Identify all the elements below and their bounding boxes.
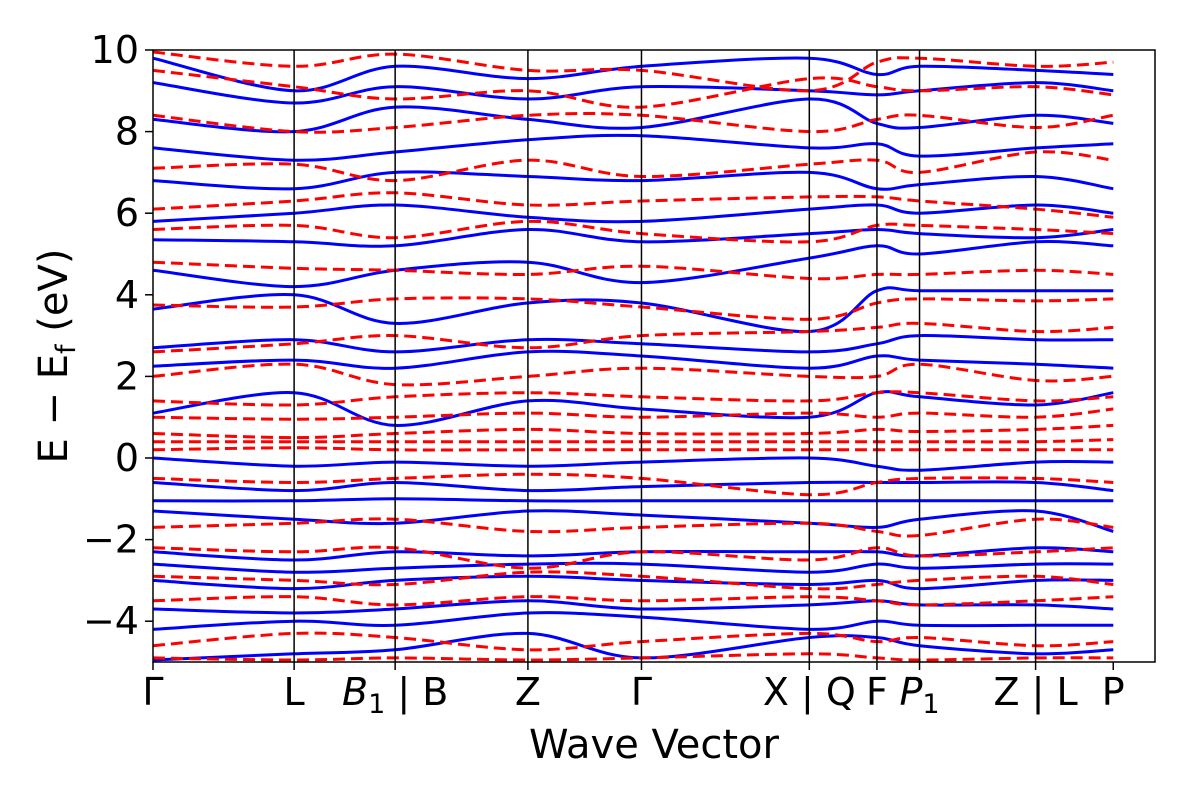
band-dashed-34 bbox=[153, 423, 1114, 440]
kpoint-label-6: F bbox=[866, 670, 888, 714]
band-solid-8 bbox=[153, 286, 1114, 334]
bands-layer bbox=[153, 50, 1114, 662]
band-solid-17 bbox=[153, 561, 1114, 574]
y-tick-label: −4 bbox=[83, 599, 139, 643]
band-dashed-25 bbox=[153, 150, 1114, 183]
band-solid-2 bbox=[153, 97, 1114, 134]
band-dashed-39 bbox=[153, 545, 1114, 570]
kpoint-label-7: P1 bbox=[899, 670, 939, 720]
y-tick-label: 4 bbox=[115, 273, 139, 317]
band-dashed-35 bbox=[153, 438, 1114, 444]
band-dashed-30 bbox=[153, 321, 1114, 354]
band-dashed-29 bbox=[153, 296, 1114, 321]
y-axis-label: E − Ef (eV) bbox=[31, 249, 82, 464]
kpoint-label-4: Γ bbox=[631, 670, 652, 714]
band-dashed-40 bbox=[153, 570, 1114, 591]
kpoint-label-rest: | B bbox=[385, 670, 448, 715]
band-solid-4 bbox=[153, 170, 1114, 191]
band-dashed-23 bbox=[153, 68, 1114, 109]
band-dashed-32 bbox=[153, 390, 1114, 407]
kpoint-label-3: Z bbox=[515, 670, 541, 714]
band-solid-11 bbox=[153, 390, 1114, 427]
kpoint-label-sub: 1 bbox=[922, 689, 939, 720]
x-axis-label: Wave Vector bbox=[529, 722, 780, 768]
band-solid-7 bbox=[153, 240, 1114, 289]
band-dashed-36 bbox=[153, 446, 1114, 452]
band-dashed-26 bbox=[153, 191, 1114, 219]
band-solid-0 bbox=[153, 56, 1114, 93]
band-solid-3 bbox=[153, 133, 1114, 162]
band-solid-21 bbox=[153, 631, 1114, 662]
kpoint-label-base: B bbox=[342, 670, 368, 714]
band-dashed-33 bbox=[153, 407, 1114, 421]
band-dashed-41 bbox=[153, 595, 1114, 607]
plot-frame bbox=[152, 49, 1156, 663]
band-solid-6 bbox=[153, 227, 1114, 248]
kpath-lines bbox=[293, 50, 1037, 662]
band-solid-16 bbox=[153, 546, 1114, 562]
y-tick-label: 0 bbox=[115, 436, 139, 480]
y-tick-label: 10 bbox=[91, 28, 139, 72]
band-solid-9 bbox=[153, 334, 1114, 354]
band-solid-12 bbox=[153, 456, 1114, 472]
kpoint-label-5: X | Q bbox=[763, 670, 856, 715]
band-dashed-22 bbox=[153, 50, 1114, 93]
band-dashed-28 bbox=[153, 260, 1114, 281]
band-solid-18 bbox=[153, 574, 1114, 591]
band-dashed-43 bbox=[153, 652, 1114, 662]
band-dashed-24 bbox=[153, 111, 1114, 134]
y-tick-label: 6 bbox=[115, 191, 139, 235]
kpoint-label-1: L bbox=[284, 670, 305, 714]
kpoint-label-9: P bbox=[1102, 670, 1125, 714]
band-solid-13 bbox=[153, 480, 1114, 493]
kpoint-label-sub: 1 bbox=[368, 689, 385, 720]
band-solid-1 bbox=[153, 81, 1114, 105]
band-solid-14 bbox=[153, 497, 1114, 503]
band-dashed-38 bbox=[153, 517, 1114, 538]
y-axis-label-sub: f bbox=[51, 343, 82, 354]
band-dashed-27 bbox=[153, 219, 1114, 244]
y-axis-ticks: −4 −2 0 2 4 6 8 10 bbox=[83, 28, 153, 643]
y-tick-label: 8 bbox=[115, 110, 139, 154]
y-axis-label-main: E − E bbox=[31, 354, 77, 464]
band-solid-19 bbox=[153, 599, 1114, 615]
band-dashed-37 bbox=[153, 472, 1114, 497]
y-tick-label: 2 bbox=[115, 354, 139, 398]
kpoint-label-base: P bbox=[899, 670, 922, 714]
band-solid-10 bbox=[153, 349, 1114, 370]
band-dashed-31 bbox=[153, 362, 1114, 387]
band-solid-5 bbox=[153, 203, 1114, 224]
y-axis-label-unit: (eV) bbox=[31, 249, 77, 345]
band-dashed-42 bbox=[153, 631, 1114, 652]
y-tick-label: −2 bbox=[83, 518, 139, 562]
kpoint-label-0: Γ bbox=[142, 670, 163, 714]
kpoint-label-2: B1 | B bbox=[342, 670, 448, 720]
band-solid-20 bbox=[153, 611, 1114, 631]
kpoint-label-8: Z | L bbox=[994, 670, 1078, 715]
